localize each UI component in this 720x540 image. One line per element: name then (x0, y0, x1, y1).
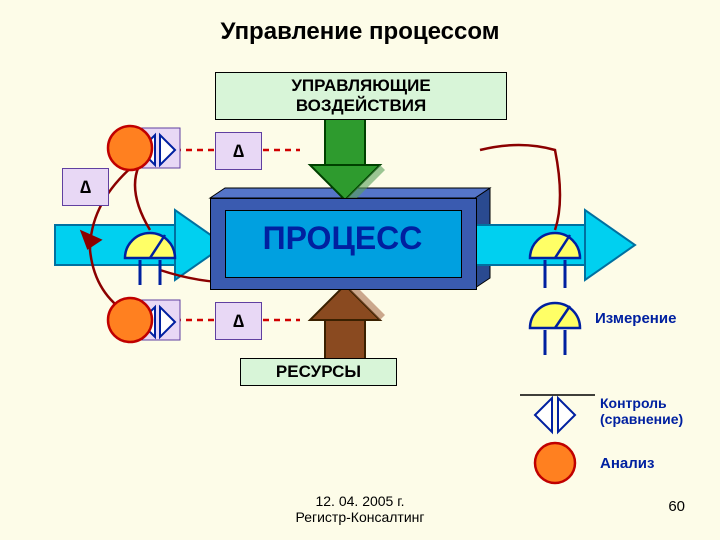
legend-measure-text: Измерение (595, 310, 676, 327)
bottom-arrow (310, 280, 385, 360)
analysis-circle-bottom (108, 298, 152, 342)
footer-org: Регистр-Консалтинг (296, 509, 425, 525)
legend-analysis (535, 443, 575, 483)
gauge-right (530, 233, 580, 288)
legend-control-text: Контроль (сравнение) (600, 395, 683, 427)
left-arrow (55, 210, 225, 280)
page-title: Управление процессом (0, 18, 720, 46)
legend-analysis-text: Анализ (600, 455, 654, 472)
resources-label: РЕСУРСЫ (240, 358, 397, 386)
footer: 12. 04. 2005 г. Регистр-Консалтинг (0, 493, 720, 525)
delta-box-1: ∆ (215, 132, 262, 170)
process-label: ПРОЦЕСС (225, 220, 460, 257)
legend-gauge (530, 303, 580, 355)
control-top (135, 128, 180, 168)
footer-date: 12. 04. 2005 г. (315, 493, 404, 509)
control-bottom (135, 300, 180, 340)
gauge-left (125, 233, 175, 285)
right-arrow (475, 210, 635, 280)
legend-control (520, 395, 595, 432)
top-arrow (310, 105, 385, 205)
analysis-circle-top (108, 126, 152, 170)
page-number: 60 (668, 498, 685, 515)
delta-box-2: ∆ (62, 168, 109, 206)
top-label: УПРАВЛЯЮЩИЕ ВОЗДЕЙСТВИЯ (215, 72, 507, 120)
delta-box-3: ∆ (215, 302, 262, 340)
